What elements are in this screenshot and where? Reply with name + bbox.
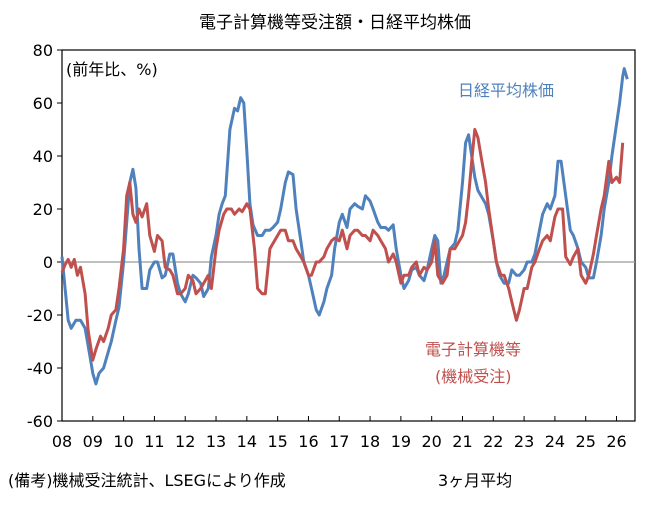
y-tick-label: 60 (33, 94, 53, 113)
x-tick-label: 14 (237, 432, 257, 451)
x-tick-label: 10 (113, 432, 133, 451)
x-tick-label: 19 (391, 432, 411, 451)
y-tick-label: -40 (27, 359, 53, 378)
x-tick-label: 08 (52, 432, 72, 451)
x-tick-label: 12 (175, 432, 195, 451)
y-tick-label: 80 (33, 41, 53, 60)
series-label-nikkei: 日経平均株価 (458, 81, 554, 100)
y-tick-label: 20 (33, 200, 53, 219)
x-tick-label: 22 (483, 432, 503, 451)
y-tick-label: 0 (43, 253, 53, 272)
x-tick-label: 15 (267, 432, 287, 451)
x-tick-label: 17 (329, 432, 349, 451)
x-tick-label: 11 (144, 432, 164, 451)
series-label-machinery-line2: (機械受注) (435, 367, 512, 386)
x-tick-label: 21 (452, 432, 472, 451)
footer-source: (備考)機械受注統計、LSEGにより作成 (8, 471, 286, 490)
x-tick-label: 24 (545, 432, 565, 451)
series-label-machinery-line1: 電子計算機等 (425, 340, 521, 359)
x-tick-label: 18 (360, 432, 380, 451)
chart-title: 電子計算機等受注額・日経平均株価 (199, 13, 471, 33)
footer-note: 3ヶ月平均 (438, 471, 512, 490)
x-tick-label: 16 (298, 432, 318, 451)
series-line-machinery (60, 128, 625, 362)
x-tick-label: 26 (606, 432, 626, 451)
x-tick-label: 09 (83, 432, 103, 451)
plot-frame (61, 49, 636, 422)
unit-label: (前年比、%) (66, 60, 158, 79)
x-tick-label: 20 (421, 432, 441, 451)
y-tick-label: -60 (27, 412, 53, 431)
x-tick-label: 25 (576, 432, 596, 451)
x-axis-ticks: 08 09 10 11 12 13 14 15 16 17 18 19 20 21 22 23 24 25 26 (52, 416, 627, 451)
y-axis-ticks: 80 60 40 20 0 -20 -40 -60 (27, 41, 62, 431)
y-tick-label: 40 (33, 147, 53, 166)
x-tick-label: 23 (514, 432, 534, 451)
x-tick-label: 13 (206, 432, 226, 451)
series-line-nikkei (60, 67, 629, 386)
y-tick-label: -20 (27, 306, 53, 325)
